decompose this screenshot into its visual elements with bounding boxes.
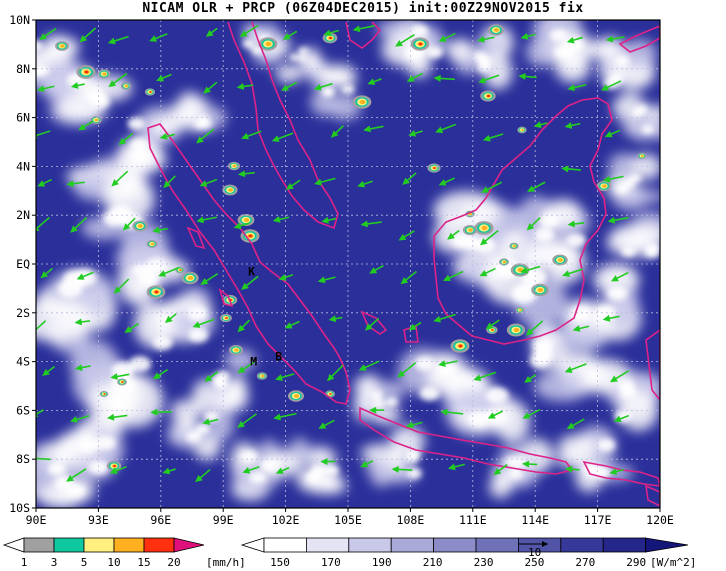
svg-text:10: 10 [528,546,541,559]
y-tick-label: 10N [9,13,30,27]
x-tick-label: 96E [150,513,171,527]
reference-vector: 10 [518,541,548,559]
precip-tick-label: 20 [167,556,180,569]
y-tick-label: 6N [16,111,30,125]
olr-tick-label: 270 [575,556,595,569]
coastline-indochina [345,21,382,49]
precip-colorbar: 1 3 5 10 15 20 [2,537,205,569]
coastline-nias [218,287,234,308]
coastline-bangka [360,310,388,335]
y-tick-label: 4S [16,355,30,369]
place-marker-k: K [248,264,255,278]
y-tick-label: EQ [16,257,30,271]
wind-vectors [36,24,630,483]
y-axis: 10N 8N 6N 4N 2N EQ 2S 4S 6S 8S 10S [9,13,36,515]
precip-tick-label: 1 [21,556,28,569]
olr-tick-label: 210 [423,556,443,569]
y-tick-label: 4N [16,159,30,173]
coastline-bangka-strait [645,484,660,507]
x-tick-label: 111E [459,513,487,527]
y-tick-label: 8N [16,62,30,76]
place-marker-b: B [275,350,282,364]
y-tick-label: 8S [16,452,30,466]
coastline-sulawesi-edge [645,329,660,402]
x-tick-label: 120E [646,513,674,527]
olr-tick-label: 230 [474,556,494,569]
olr-tick-label: 170 [321,556,341,569]
x-axis: 90E 93E 96E 99E 102E 105E 108E 111E 114E 117E 120E [26,508,674,527]
x-tick-label: 117E [584,513,612,527]
y-tick-label: 2S [16,306,30,320]
x-tick-label: 105E [334,513,362,527]
x-tick-label: 102E [272,513,300,527]
coastline-borneo [433,97,613,345]
precip-unit: [mm/h] [206,556,246,569]
coastlines [147,21,660,507]
y-tick-label: 10S [9,501,30,515]
coastline-palawan [618,25,660,53]
x-tick-label: 93E [88,513,109,527]
coastline-bali-lombok [582,460,660,487]
coastline-malay-peninsula [227,21,339,230]
y-tick-label: 2N [16,208,30,222]
precip-tick-label: 15 [137,556,150,569]
coastline-sumatra [147,123,351,405]
olr-tick-label: 250 [524,556,544,569]
olr-field: K M B [36,20,660,508]
olr-colorbar: 150 170 190 210 230 250 270 290 [240,537,689,569]
map-title: NICAM OLR + PRCP (06Z04DEC2015) init:00Z… [142,1,584,16]
x-tick-label: 114E [521,513,549,527]
precip-tick-label: 10 [107,556,120,569]
olr-tick-label: 290 [626,556,646,569]
coastline-simeulue [186,226,206,250]
precip-tick-label: 5 [81,556,88,569]
olr-tick-label: 150 [270,556,290,569]
x-tick-label: 108E [397,513,425,527]
x-tick-label: 90E [26,513,47,527]
precip-tick-label: 3 [51,556,58,569]
olr-tick-label: 190 [372,556,392,569]
x-tick-label: 99E [213,513,234,527]
place-marker-m: M [250,355,257,369]
y-tick-label: 6S [16,403,30,417]
olr-unit: [W/m^2] [650,556,696,569]
